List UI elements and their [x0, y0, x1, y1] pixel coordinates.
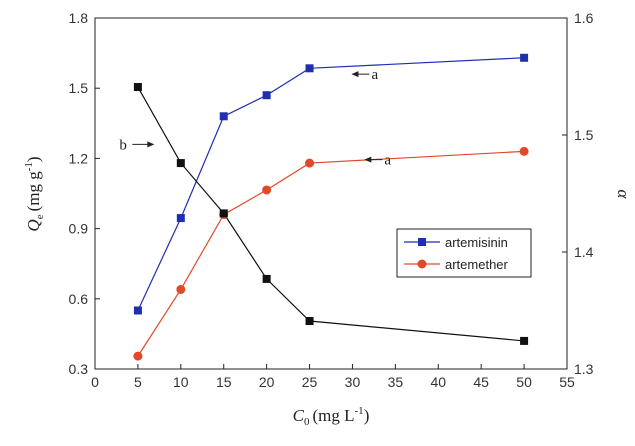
x-tick-label: 55: [559, 374, 575, 390]
series-markers: [133, 53, 529, 361]
y-tick-label: 1.8: [69, 10, 89, 26]
legend-marker-artemether: [417, 259, 427, 269]
series-line: [137, 150, 525, 357]
x-tick-label: 25: [302, 374, 318, 390]
data-point: [519, 146, 529, 156]
data-point: [520, 53, 529, 62]
x-tick-label: 50: [516, 374, 532, 390]
annotation-arrowhead: [351, 71, 359, 78]
data-point: [133, 83, 142, 92]
x-axis-title: C0 (mg L-1): [293, 405, 370, 428]
annotation-arrowhead: [364, 156, 372, 163]
y2-axis-title: α: [614, 190, 633, 200]
data-point: [133, 351, 143, 361]
x-tick-label: 10: [173, 374, 189, 390]
series-lines: [137, 57, 525, 357]
y-tick-label: 1.2: [69, 150, 89, 166]
x-axis-sup: -1: [355, 405, 364, 417]
data-point: [305, 64, 314, 73]
data-point: [176, 284, 186, 294]
plot-frame: [94, 17, 568, 370]
y-axis-unit: (mg g: [24, 171, 43, 212]
data-point: [133, 306, 142, 315]
data-point: [176, 214, 185, 223]
data-point: [176, 159, 185, 168]
data-point: [305, 158, 315, 168]
x-tick-label: 5: [134, 374, 142, 390]
y-axis-sup: -1: [23, 162, 35, 171]
data-point: [262, 274, 271, 283]
x-tick-label: 35: [388, 374, 404, 390]
y2-tick-label: 1.3: [574, 361, 594, 377]
y2-tick-label: 1.4: [574, 244, 594, 260]
data-point: [262, 185, 272, 195]
axis-ticks: 0 5 10 15 20 25 30 35 40 45 50 55 0.3 0.6 0.9 1.2 1.5 1.8…: [69, 10, 594, 390]
data-point: [219, 209, 228, 218]
series-line: [137, 57, 525, 311]
annotation-label: a: [384, 153, 391, 169]
x-tick-label: 0: [91, 374, 99, 390]
annotation-label: a: [371, 67, 378, 83]
y-axis-title: Qe (mg g-1): [23, 156, 46, 231]
legend-marker-artemisinin: [418, 238, 426, 246]
annotation-arrowhead: [147, 141, 155, 148]
y-tick-label: 0.6: [69, 291, 89, 307]
y-tick-label: 0.9: [69, 221, 89, 237]
y2-tick-label: 1.5: [574, 127, 594, 143]
y2-tick-label: 1.6: [574, 10, 594, 26]
x-axis-var: C: [293, 406, 305, 425]
legend-label-artemisinin: artemisinin: [445, 235, 508, 250]
series-line: [137, 86, 525, 342]
y-axis-close: ): [24, 156, 43, 162]
annotation-label: b: [119, 137, 127, 153]
x-axis-close: ): [364, 406, 370, 425]
y-tick-label: 0.3: [69, 361, 89, 377]
x-axis-unit: (mg L: [312, 406, 354, 425]
data-point: [262, 91, 271, 100]
y-axis-var: Q: [24, 219, 43, 231]
legend-label-artemether: artemether: [445, 257, 509, 272]
annotations: a a b: [119, 67, 391, 168]
x-tick-label: 40: [430, 374, 446, 390]
x-tick-label: 15: [216, 374, 232, 390]
data-point: [305, 317, 314, 326]
x-axis-sub: 0: [304, 416, 310, 428]
legend-box: [396, 228, 532, 278]
y-tick-label: 1.5: [69, 80, 89, 96]
x-tick-label: 20: [259, 374, 275, 390]
legend: artemisinin artemether: [396, 228, 532, 278]
x-tick-label: 45: [473, 374, 489, 390]
x-tick-label: 30: [345, 374, 361, 390]
y-axis-sub: e: [34, 214, 46, 219]
data-point: [520, 336, 529, 345]
data-point: [219, 112, 228, 121]
